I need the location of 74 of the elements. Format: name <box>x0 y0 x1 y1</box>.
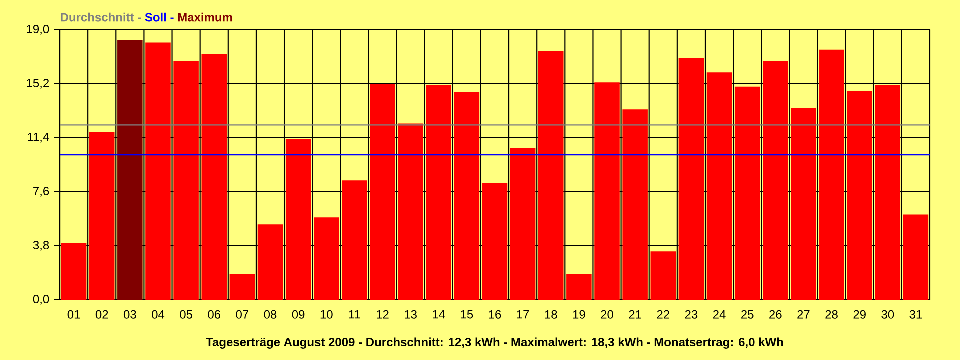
x-tick-label: 07 <box>236 310 248 319</box>
x-tick-label: 01 <box>68 310 80 319</box>
x-tick-label: 10 <box>320 310 333 319</box>
ref-line-label: Soll <box>145 12 166 22</box>
x-tick-label: 21 <box>629 310 642 319</box>
bar <box>734 86 760 300</box>
text: - <box>138 18 142 20</box>
x-tick-label: 25 <box>742 310 754 319</box>
bar <box>146 42 171 300</box>
bar <box>174 61 199 300</box>
bar <box>763 61 788 300</box>
bar <box>706 72 732 300</box>
x-tick-label: 03 <box>124 310 136 319</box>
bar <box>230 274 256 300</box>
bar <box>398 124 424 300</box>
bar <box>258 224 284 300</box>
x-tick-label: 04 <box>152 310 165 319</box>
bar <box>482 183 508 300</box>
x-tick-label: 28 <box>826 310 838 319</box>
x-tick-label: 15 <box>461 310 474 319</box>
x-tick-label: 09 <box>292 310 305 319</box>
y-tick-label: 3,8 <box>33 241 50 251</box>
bar <box>61 243 87 300</box>
y-tick-label: 0,0 <box>33 295 50 305</box>
x-tick-label: 20 <box>601 310 614 319</box>
y-tick-label: 15,2 <box>27 79 50 89</box>
bar <box>566 274 592 300</box>
bar <box>286 139 312 300</box>
bar <box>342 180 368 300</box>
bar <box>847 91 872 300</box>
x-tick-label: 06 <box>208 310 221 319</box>
x-tick-label: 08 <box>264 310 277 319</box>
y-tick-label: 11,4 <box>28 133 50 143</box>
bar <box>538 51 564 300</box>
bar <box>118 40 143 300</box>
x-tick-label: 29 <box>854 310 866 319</box>
x-tick-label: 30 <box>882 310 894 319</box>
x-tick-label: 23 <box>685 310 698 319</box>
bar <box>370 84 396 300</box>
bar <box>314 218 340 300</box>
bar <box>678 58 704 300</box>
x-tick-label: 14 <box>433 310 446 319</box>
x-tick-label: 12 <box>376 310 389 319</box>
x-tick-label: 26 <box>770 310 782 319</box>
x-tick-label: 19 <box>573 310 586 319</box>
bar <box>454 92 480 300</box>
text: Maximum <box>178 12 232 22</box>
x-tick-label: 27 <box>798 310 810 319</box>
x-tick-label: 11 <box>349 310 360 319</box>
x-tick-label: 24 <box>713 310 726 319</box>
y-tick-label: 7,6 <box>34 187 50 197</box>
x-tick-label: 17 <box>517 310 530 319</box>
bar <box>791 108 816 300</box>
ref-line-label: Durchschnitt <box>61 12 134 22</box>
x-axis-title: Tageserträge August 2009 - Durchschnitt: 12,3 kWh - Maximalwert: 18,3 kWh - Monatsertrag: 6,0 kWh <box>206 338 784 349</box>
bar <box>89 132 115 300</box>
bar <box>903 214 929 300</box>
x-tick-label: 18 <box>545 310 558 319</box>
x-tick-label: 02 <box>96 310 108 319</box>
bar <box>510 148 536 300</box>
x-tick-label: 13 <box>405 310 417 319</box>
bar <box>650 252 676 300</box>
x-tick-label: 16 <box>489 310 502 319</box>
text: - <box>170 18 174 20</box>
bar <box>594 82 620 300</box>
bar <box>875 85 901 300</box>
bar <box>819 50 844 300</box>
bar <box>202 54 227 300</box>
x-tick-label: 22 <box>657 310 670 319</box>
y-tick-label: 19,0 <box>27 25 50 35</box>
x-tick-label: 31 <box>910 310 922 319</box>
bar <box>622 110 648 300</box>
x-tick-label: 05 <box>180 310 192 319</box>
bar <box>426 85 452 300</box>
